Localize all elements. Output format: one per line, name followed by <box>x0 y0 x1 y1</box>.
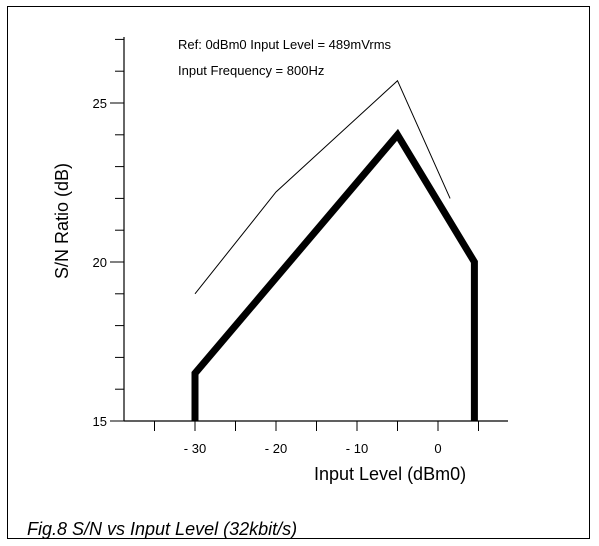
series-thick-line <box>191 128 478 421</box>
x-tick-label: - 20 <box>265 441 287 456</box>
annotation-reference: Ref: 0dBm0 Input Level = 489mVrms <box>178 37 392 52</box>
y-tick-label: 25 <box>93 96 107 111</box>
annotation-frequency: Input Frequency = 800Hz <box>178 63 324 78</box>
y-axis-label: S/N Ratio (dB) <box>52 163 72 279</box>
x-tick-label: - 10 <box>346 441 368 456</box>
ticks: 15 20 25 - 30 - 20 - 10 0 <box>93 38 479 456</box>
y-tick-label: 15 <box>93 414 107 429</box>
figure-caption: Fig.8 S/N vs Input Level (32kbit/s) <box>27 519 298 539</box>
labels: Input Level (dBm0) S/N Ratio (dB) Ref: 0… <box>52 37 466 484</box>
series-thin-line <box>194 79 451 295</box>
x-tick-label: 0 <box>434 441 441 456</box>
x-axis-label: Input Level (dBm0) <box>314 464 466 484</box>
figure-frame: 15 20 25 - 30 - 20 - 10 0 Input Level (dBm0) S… <box>7 6 590 539</box>
series-layer <box>191 79 478 421</box>
x-tick-label: - 30 <box>184 441 206 456</box>
y-tick-label: 20 <box>93 255 107 270</box>
sn-chart: 15 20 25 - 30 - 20 - 10 0 Input Level (dBm0) S… <box>52 37 508 484</box>
